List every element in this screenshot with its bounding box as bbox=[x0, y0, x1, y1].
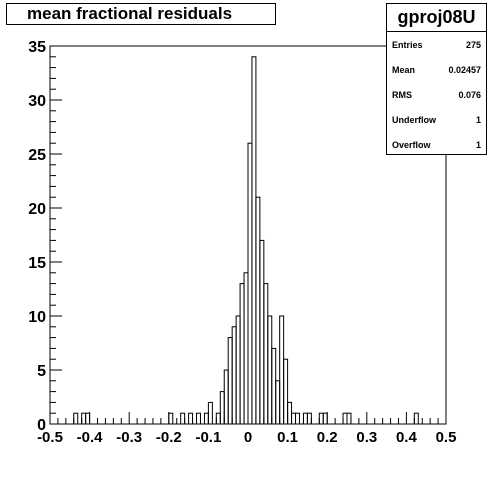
y-tick-label: 0 bbox=[37, 417, 46, 434]
histogram-bin bbox=[271, 347, 277, 425]
histogram-bin bbox=[302, 412, 308, 425]
histogram-bin bbox=[73, 412, 79, 425]
stats-label: Underflow bbox=[392, 114, 436, 125]
stats-histogram-name: gproj08U bbox=[387, 4, 486, 32]
y-tick-label: 30 bbox=[28, 93, 46, 110]
stats-value: 1 bbox=[475, 139, 481, 150]
histogram-bin bbox=[196, 412, 201, 425]
stats-label: Mean bbox=[392, 64, 416, 75]
histogram-bin bbox=[235, 315, 241, 425]
x-tick-label: -0.2 bbox=[156, 429, 182, 446]
stats-value: 1 bbox=[475, 114, 481, 125]
histogram-bin bbox=[279, 315, 285, 425]
y-tick-label: 20 bbox=[28, 201, 46, 218]
histogram-bin bbox=[291, 412, 297, 425]
histogram-bin bbox=[188, 412, 194, 425]
x-tick-label: -0.4 bbox=[77, 429, 104, 446]
histogram-bin bbox=[251, 56, 257, 425]
x-tick-label: 0.3 bbox=[356, 429, 377, 446]
histogram-bin bbox=[81, 412, 87, 425]
histogram-bin bbox=[318, 412, 324, 425]
histogram-bin bbox=[263, 283, 269, 425]
y-tick-label: 10 bbox=[28, 309, 46, 326]
histogram-bin bbox=[413, 412, 419, 425]
histogram-bin bbox=[283, 358, 289, 425]
histogram-bin bbox=[243, 272, 249, 425]
stats-row-rms: RMS 0.076 bbox=[387, 82, 486, 107]
x-tick-label: -0.1 bbox=[195, 429, 221, 446]
histogram-bin bbox=[207, 401, 213, 425]
x-tick-label: -0.5 bbox=[37, 429, 63, 446]
x-tick-label: 0.2 bbox=[317, 429, 338, 446]
histogram-bin bbox=[168, 412, 174, 425]
stats-value: 0.02457 bbox=[448, 64, 481, 75]
histogram-bin bbox=[255, 196, 261, 425]
stats-row-underflow: Underflow 1 bbox=[387, 107, 486, 132]
histogram-bin bbox=[219, 391, 225, 425]
histogram-bin bbox=[267, 315, 273, 425]
x-tick-label: 0.1 bbox=[277, 429, 298, 446]
chart-title: mean fractional residuals bbox=[27, 4, 233, 23]
stats-label: Entries bbox=[392, 39, 423, 50]
stats-label: RMS bbox=[392, 89, 412, 100]
y-tick-label: 35 bbox=[28, 39, 46, 56]
histogram-bin bbox=[275, 380, 281, 425]
histogram-bin bbox=[215, 412, 221, 425]
histogram-bin bbox=[295, 412, 300, 425]
histogram-bin bbox=[231, 326, 237, 425]
histogram-bin bbox=[346, 412, 352, 425]
histogram-bin bbox=[85, 412, 91, 425]
stats-value: 275 bbox=[465, 39, 481, 50]
stats-label: Overflow bbox=[392, 139, 431, 150]
x-tick-label: -0.3 bbox=[116, 429, 142, 446]
x-tick-label: 0 bbox=[244, 429, 252, 446]
histogram-bin bbox=[342, 412, 348, 425]
histogram-bin bbox=[203, 412, 209, 425]
histogram-bin bbox=[306, 412, 312, 425]
histogram-bin bbox=[287, 401, 293, 425]
chart-title-box: mean fractional residuals bbox=[6, 3, 276, 25]
histogram-bin bbox=[259, 239, 265, 425]
histogram-bin bbox=[223, 369, 229, 425]
histogram-bin bbox=[239, 283, 245, 425]
stats-value: 0.076 bbox=[458, 89, 481, 100]
stats-row-overflow: Overflow 1 bbox=[387, 132, 486, 157]
x-tick-label: 0.5 bbox=[436, 429, 457, 446]
stats-row-mean: Mean 0.02457 bbox=[387, 57, 486, 82]
stats-row-entries: Entries 275 bbox=[387, 32, 486, 57]
y-tick-label: 25 bbox=[28, 147, 46, 164]
histogram-bin bbox=[322, 412, 328, 425]
y-tick-label: 5 bbox=[37, 363, 46, 380]
histogram-bin bbox=[227, 337, 233, 425]
stats-box: gproj08U Entries 275 Mean 0.02457 RMS 0.… bbox=[386, 3, 487, 155]
x-tick-label: 0.4 bbox=[396, 429, 418, 446]
histogram-bin bbox=[180, 412, 186, 425]
y-tick-label: 15 bbox=[28, 255, 46, 272]
histogram-bin bbox=[247, 142, 253, 425]
